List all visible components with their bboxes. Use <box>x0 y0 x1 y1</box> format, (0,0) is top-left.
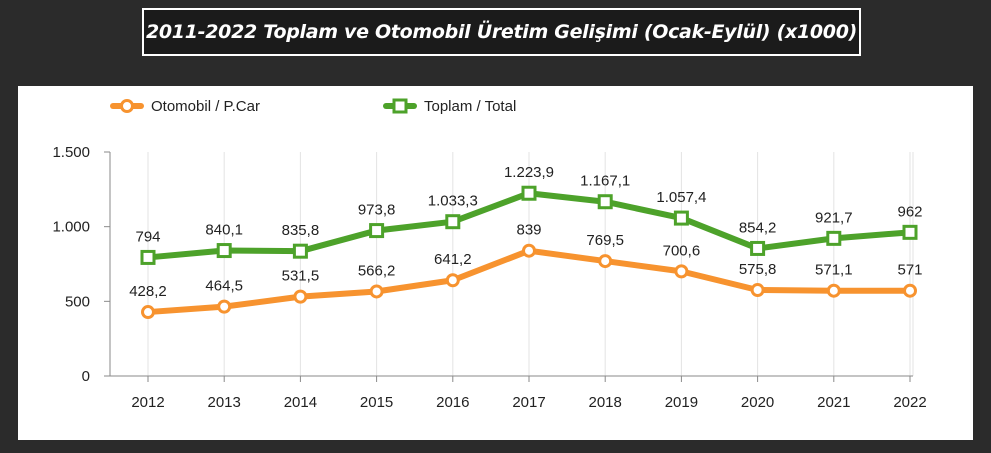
x-tick-label: 2018 <box>589 394 622 411</box>
data-point <box>902 224 918 240</box>
data-label: 921,7 <box>815 209 853 226</box>
data-point <box>369 223 385 239</box>
data-point <box>141 305 155 320</box>
data-point <box>674 264 689 279</box>
title-box: 2011-2022 Toplam ve Otomobil Üretim Geli… <box>142 8 861 56</box>
data-label: 1.057,4 <box>656 189 706 206</box>
data-point <box>598 254 613 269</box>
data-point <box>293 289 308 304</box>
data-point <box>292 243 308 259</box>
data-point <box>445 273 460 288</box>
data-label: 1.167,1 <box>580 173 630 190</box>
legend-label: Otomobil / P.Car <box>151 98 260 115</box>
data-point <box>369 284 384 299</box>
data-label: 835,8 <box>282 222 320 239</box>
legend-marker <box>392 98 408 114</box>
data-label: 854,2 <box>739 219 777 236</box>
data-label: 1.033,3 <box>428 193 478 210</box>
grid-lines <box>147 152 914 376</box>
x-tick-label: 2012 <box>131 394 164 411</box>
data-point <box>521 185 537 201</box>
axes: 0 500 1.000 1.500 2012 2013 2014 2015 2016 2017 20… <box>52 144 926 411</box>
x-tick-label: 2022 <box>893 394 926 411</box>
data-label: 641,2 <box>434 251 472 268</box>
data-label: 700,6 <box>663 242 701 259</box>
data-point <box>750 240 766 256</box>
data-point <box>903 283 917 298</box>
legend-marker <box>120 99 134 113</box>
data-label: 575,8 <box>739 261 777 278</box>
data-point <box>826 230 842 246</box>
data-label: 769,5 <box>586 232 624 249</box>
legend-label: Toplam / Total <box>424 98 516 115</box>
data-label: 962 <box>897 203 922 220</box>
data-point <box>750 283 765 298</box>
data-point <box>445 214 461 230</box>
data-label: 794 <box>135 228 160 245</box>
x-tick-label: 2020 <box>741 394 774 411</box>
data-label: 571,1 <box>815 262 853 279</box>
x-tick-label: 2016 <box>436 394 469 411</box>
data-point <box>826 283 841 298</box>
data-label: 571 <box>897 262 922 279</box>
data-label: 839 <box>516 222 541 239</box>
x-tick-label: 2014 <box>284 394 317 411</box>
x-tick-label: 2013 <box>208 394 241 411</box>
data-point <box>673 210 689 226</box>
x-tick-label: 2021 <box>817 394 850 411</box>
x-tick-label: 2017 <box>512 394 545 411</box>
data-label: 464,5 <box>205 278 243 295</box>
y-tick-label: 0 <box>82 368 90 385</box>
x-tick-label: 2019 <box>665 394 698 411</box>
data-label: 1.223,9 <box>504 164 554 181</box>
data-label: 840,1 <box>205 222 243 239</box>
data-labels: 428,2 464,5 531,5 566,2 641,2 839 769,5 700,6 57… <box>129 164 922 300</box>
data-point <box>216 243 232 259</box>
data-point <box>522 243 536 258</box>
data-label: 428,2 <box>129 283 167 300</box>
data-point <box>140 249 156 265</box>
data-label: 566,2 <box>358 262 396 279</box>
y-tick-label: 1.500 <box>52 144 90 161</box>
line-chart: 0 500 1.000 1.500 2012 2013 2014 2015 2016 2017 20… <box>52 98 926 411</box>
y-tick-label: 1.000 <box>52 219 90 236</box>
x-tick-label: 2015 <box>360 394 393 411</box>
data-point <box>217 299 232 314</box>
y-tick-label: 500 <box>65 293 90 310</box>
chart-panel: 0 500 1.000 1.500 2012 2013 2014 2015 2016 2017 20… <box>18 86 973 440</box>
legend: Otomobil / P.Car Toplam / Total <box>110 98 516 115</box>
data-point <box>597 194 613 210</box>
data-label: 973,8 <box>358 202 396 219</box>
page-title: 2011-2022 Toplam ve Otomobil Üretim Geli… <box>145 21 858 43</box>
data-label: 531,5 <box>282 268 320 285</box>
data-markers <box>140 185 918 320</box>
